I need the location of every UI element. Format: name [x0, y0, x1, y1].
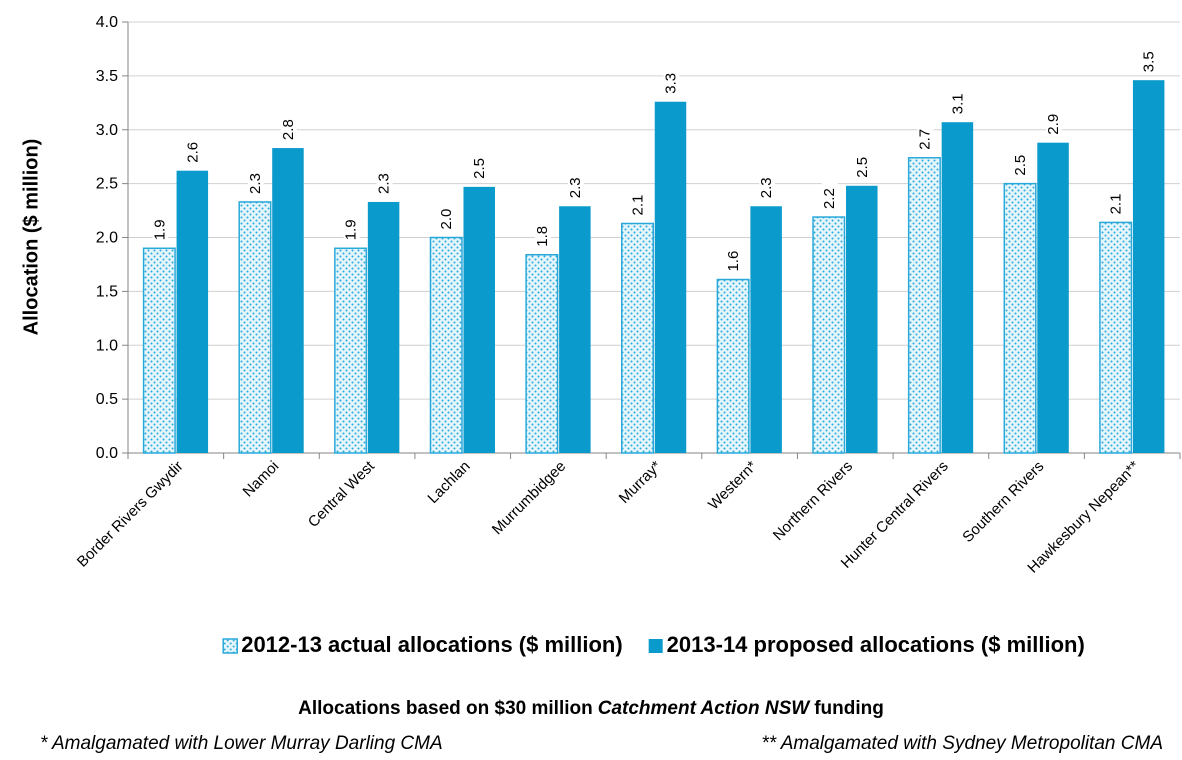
value-label: 1.9 [151, 219, 168, 240]
value-label-bg [1108, 186, 1125, 217]
y-tick-label: 0.0 [96, 445, 118, 462]
bar [559, 206, 591, 453]
bar [334, 247, 368, 454]
value-label: 2.3 [758, 177, 775, 198]
y-tick-label: 3.0 [96, 122, 118, 139]
bar [621, 222, 654, 454]
value-label-bg [917, 121, 934, 152]
y-tick-label: 3.5 [96, 68, 118, 85]
value-label-bg [1046, 106, 1063, 137]
value-label-bg [376, 165, 393, 196]
value-label-bg [1013, 147, 1030, 178]
bar [1003, 182, 1037, 454]
y-axis-label: Allocation ($ million) [20, 139, 42, 336]
footnote: * Amalgamated with Lower Murray Darling … [40, 733, 443, 754]
caption-part: Allocations based on $30 million [298, 698, 593, 719]
value-label-bg [247, 165, 264, 196]
value-label-bg [534, 218, 551, 249]
value-label: 2.1 [1108, 194, 1125, 215]
value-label-bg [950, 86, 967, 117]
x-tick-label: Murrumbidgee [489, 458, 569, 538]
y-tick-label: 2.0 [96, 230, 118, 247]
value-label: 2.8 [280, 119, 297, 140]
value-label: 2.2 [821, 188, 838, 209]
value-label-bg [759, 170, 776, 201]
value-label-bg [663, 65, 680, 96]
bar [812, 216, 846, 454]
value-label-bg [567, 170, 584, 201]
value-label-bg [343, 212, 360, 243]
x-tick-label: Hunter Central Rivers [838, 458, 952, 572]
value-label-bg [472, 150, 489, 181]
bar [750, 206, 782, 453]
bar [1099, 221, 1133, 454]
value-label: 2.6 [184, 142, 201, 163]
value-label-bg [439, 201, 456, 232]
value-label: 2.0 [438, 209, 455, 230]
legend-swatch [648, 639, 663, 653]
value-label-bg [280, 112, 297, 143]
value-label-bg [821, 181, 838, 212]
bar [1132, 80, 1165, 453]
legend: 2012-13 actual allocations ($ million) 20… [222, 632, 1085, 657]
x-tick-label: Southern Rivers [959, 458, 1047, 546]
value-label-bg [152, 212, 169, 243]
x-tick-label: Lachlan [424, 458, 473, 507]
value-label: 2.5 [471, 158, 488, 179]
value-label-bg [630, 187, 647, 218]
x-tick-label: Murray* [616, 458, 665, 507]
value-label-bg [726, 243, 743, 274]
bar [142, 247, 176, 454]
bar [525, 253, 559, 454]
value-label: 2.9 [1045, 114, 1062, 135]
value-label: 2.3 [376, 173, 393, 194]
value-label: 1.8 [534, 226, 551, 247]
y-tick-label: 0.5 [96, 391, 118, 408]
value-label: 2.1 [630, 195, 647, 216]
y-tick-label: 4.0 [96, 14, 118, 31]
x-tick-label: Border Rivers Gwydir [74, 458, 187, 571]
caption-part: Catchment Action NSW [598, 698, 812, 719]
x-tick-label: Western* [705, 458, 761, 514]
bar [654, 101, 687, 454]
legend-swatch [222, 638, 238, 654]
caption: Allocations based on $30 million Catchmen… [298, 698, 884, 719]
x-tick-label: Central West [305, 457, 379, 531]
bar [463, 186, 495, 454]
value-label: 3.3 [663, 73, 680, 94]
bar [907, 157, 941, 454]
value-label: 2.7 [916, 129, 933, 150]
legend-label: 2012-13 actual allocations ($ million) [241, 632, 622, 657]
value-label: 2.3 [567, 177, 584, 198]
value-label-bg [854, 149, 871, 180]
value-label-bg [1141, 44, 1158, 75]
value-label: 2.5 [1012, 155, 1029, 176]
x-tick-label: Namoi [240, 458, 283, 501]
y-tick-label: 1.0 [96, 337, 118, 354]
value-label: 1.6 [725, 251, 742, 272]
bar [238, 201, 272, 454]
bar [429, 236, 463, 454]
x-tick-label: Northern Rivers [770, 458, 856, 544]
value-label-bg [185, 134, 202, 165]
value-label: 3.5 [1141, 51, 1158, 72]
legend-label: 2013-14 proposed allocations ($ million) [667, 632, 1085, 657]
bar [272, 148, 304, 453]
value-label: 3.1 [949, 93, 966, 114]
bar [367, 201, 400, 453]
value-label: 1.9 [343, 219, 360, 240]
value-label: 2.3 [247, 173, 264, 194]
value-label: 2.5 [854, 157, 871, 178]
y-tick-label: 2.5 [96, 176, 118, 193]
bar [1037, 142, 1069, 453]
bar [176, 170, 209, 453]
caption-part: funding [814, 698, 884, 719]
x-tick-label: Hawkesbury Nepean** [1024, 458, 1143, 577]
bar [716, 278, 750, 454]
footnote: ** Amalgamated with Sydney Metropolitan … [761, 733, 1163, 754]
bar [846, 185, 878, 453]
bar [941, 122, 974, 454]
y-tick-label: 1.5 [96, 283, 118, 300]
